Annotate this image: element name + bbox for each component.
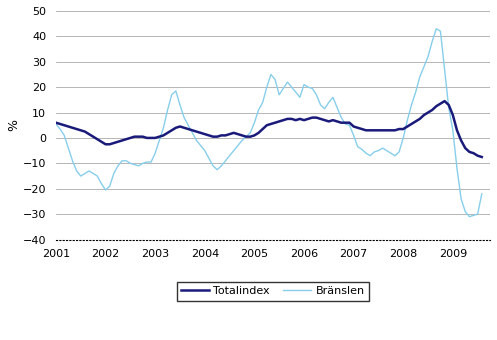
Totalindex <box>161 133 166 137</box>
Line: Bränslen: Bränslen <box>56 29 482 217</box>
Bränslen <box>66 146 72 150</box>
Bränslen <box>433 27 439 31</box>
Totalindex <box>264 123 270 127</box>
Totalindex <box>479 155 485 159</box>
Totalindex <box>53 121 59 125</box>
Bränslen <box>161 126 166 130</box>
Bränslen <box>53 122 59 126</box>
Y-axis label: %: % <box>7 119 20 131</box>
Legend: Totalindex, Bränslen: Totalindex, Bränslen <box>177 282 369 301</box>
Totalindex <box>466 150 472 154</box>
Bränslen <box>466 215 472 219</box>
Totalindex <box>446 103 452 107</box>
Bränslen <box>471 214 477 218</box>
Bränslen <box>446 105 452 109</box>
Totalindex <box>66 124 72 129</box>
Bränslen <box>264 85 270 89</box>
Bränslen <box>479 192 485 196</box>
Totalindex <box>442 99 448 103</box>
Line: Totalindex: Totalindex <box>56 101 482 157</box>
Totalindex <box>177 124 183 129</box>
Bränslen <box>177 103 183 107</box>
